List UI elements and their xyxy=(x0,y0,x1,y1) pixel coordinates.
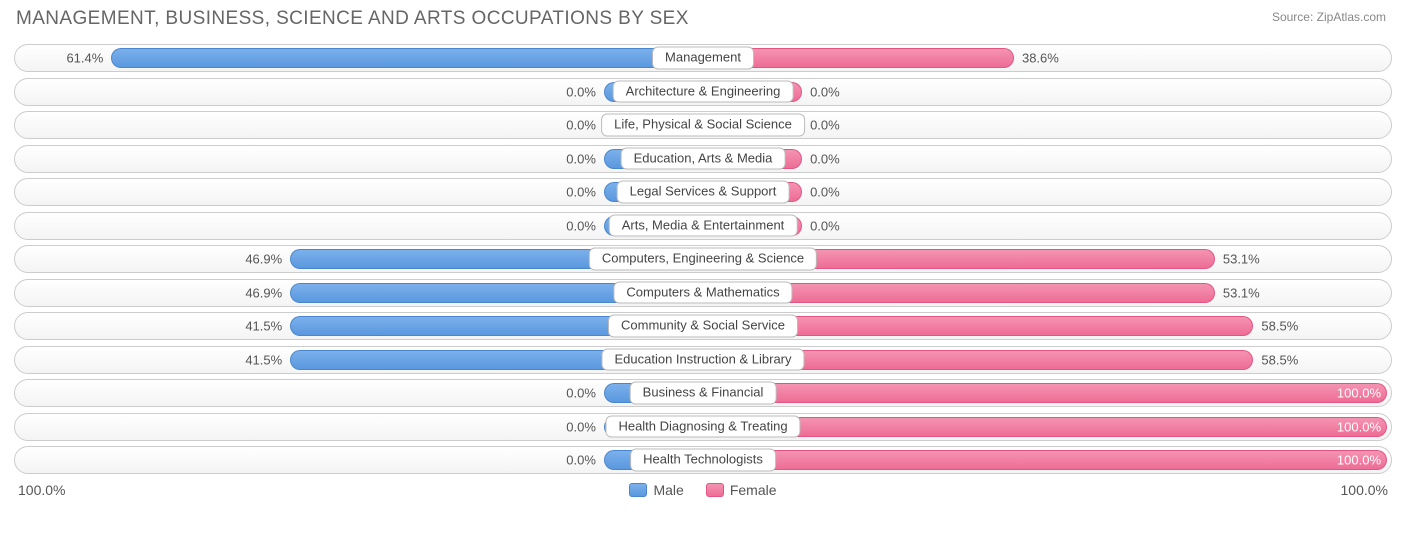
female-pct-label: 0.0% xyxy=(810,185,840,200)
male-pct-label: 0.0% xyxy=(566,218,596,233)
female-bar xyxy=(703,417,1387,437)
category-label: Architecture & Engineering xyxy=(613,80,794,103)
male-pct-label: 61.4% xyxy=(66,51,103,66)
legend-male-label: Male xyxy=(653,482,683,498)
legend-female: Female xyxy=(706,482,777,498)
bar-row: Health Technologists 0.0% 100.0% xyxy=(14,446,1392,474)
chart-title: MANAGEMENT, BUSINESS, SCIENCE AND ARTS O… xyxy=(16,8,689,30)
female-pct-label: 0.0% xyxy=(810,84,840,99)
female-pct-label: 100.0% xyxy=(1337,453,1381,468)
category-label: Community & Social Service xyxy=(608,315,798,338)
chart-header: MANAGEMENT, BUSINESS, SCIENCE AND ARTS O… xyxy=(14,8,1392,30)
category-label: Computers, Engineering & Science xyxy=(589,248,817,271)
male-bar xyxy=(111,48,703,68)
male-pct-label: 0.0% xyxy=(566,419,596,434)
male-pct-label: 0.0% xyxy=(566,185,596,200)
female-pct-label: 53.1% xyxy=(1223,285,1260,300)
female-swatch-icon xyxy=(706,483,724,497)
bar-row: Arts, Media & Entertainment 0.0% 0.0% xyxy=(14,212,1392,240)
female-pct-label: 100.0% xyxy=(1337,386,1381,401)
category-label: Health Diagnosing & Treating xyxy=(605,415,800,438)
female-pct-label: 53.1% xyxy=(1223,252,1260,267)
legend: Male Female xyxy=(629,482,776,498)
female-pct-label: 0.0% xyxy=(810,218,840,233)
bar-row: Management 61.4% 38.6% xyxy=(14,44,1392,72)
male-pct-label: 46.9% xyxy=(245,285,282,300)
bar-row: Computers, Engineering & Science 46.9% 53.… xyxy=(14,245,1392,273)
bar-row: Education Instruction & Library 41.5% 58.5… xyxy=(14,346,1392,374)
female-bar xyxy=(703,450,1387,470)
female-pct-label: 0.0% xyxy=(810,151,840,166)
male-swatch-icon xyxy=(629,483,647,497)
category-label: Management xyxy=(652,47,754,70)
bar-row: Life, Physical & Social Science 0.0% 0.0% xyxy=(14,111,1392,139)
female-pct-label: 58.5% xyxy=(1261,319,1298,334)
bar-row: Education, Arts & Media 0.0% 0.0% xyxy=(14,145,1392,173)
bar-row: Health Diagnosing & Treating 0.0% 100.0% xyxy=(14,413,1392,441)
category-label: Business & Financial xyxy=(630,382,777,405)
category-label: Legal Services & Support xyxy=(617,181,790,204)
male-pct-label: 0.0% xyxy=(566,386,596,401)
category-label: Health Technologists xyxy=(630,449,776,472)
female-pct-label: 38.6% xyxy=(1022,51,1059,66)
female-pct-label: 0.0% xyxy=(810,118,840,133)
category-label: Education Instruction & Library xyxy=(601,348,804,371)
category-label: Arts, Media & Entertainment xyxy=(609,214,798,237)
axis-right-label: 100.0% xyxy=(1341,482,1388,498)
male-pct-label: 41.5% xyxy=(245,352,282,367)
legend-male: Male xyxy=(629,482,683,498)
bar-row: Legal Services & Support 0.0% 0.0% xyxy=(14,178,1392,206)
bar-row: Architecture & Engineering 0.0% 0.0% xyxy=(14,78,1392,106)
bar-row: Business & Financial 0.0% 100.0% xyxy=(14,379,1392,407)
male-pct-label: 0.0% xyxy=(566,151,596,166)
bar-row: Computers & Mathematics 46.9% 53.1% xyxy=(14,279,1392,307)
chart-source: Source: ZipAtlas.com xyxy=(1272,10,1386,24)
male-pct-label: 0.0% xyxy=(566,453,596,468)
female-pct-label: 100.0% xyxy=(1337,419,1381,434)
male-pct-label: 41.5% xyxy=(245,319,282,334)
category-label: Life, Physical & Social Science xyxy=(601,114,805,137)
category-label: Computers & Mathematics xyxy=(613,281,792,304)
bar-row: Community & Social Service 41.5% 58.5% xyxy=(14,312,1392,340)
chart-footer: 100.0% Male Female 100.0% xyxy=(14,482,1392,498)
axis-left-label: 100.0% xyxy=(18,482,65,498)
male-pct-label: 0.0% xyxy=(566,84,596,99)
chart-container: MANAGEMENT, BUSINESS, SCIENCE AND ARTS O… xyxy=(0,0,1406,559)
male-pct-label: 0.0% xyxy=(566,118,596,133)
category-label: Education, Arts & Media xyxy=(621,147,786,170)
legend-female-label: Female xyxy=(730,482,777,498)
female-pct-label: 58.5% xyxy=(1261,352,1298,367)
female-bar xyxy=(703,383,1387,403)
male-pct-label: 46.9% xyxy=(245,252,282,267)
chart-rows: Management 61.4% 38.6% Architecture & Engin… xyxy=(14,44,1392,474)
